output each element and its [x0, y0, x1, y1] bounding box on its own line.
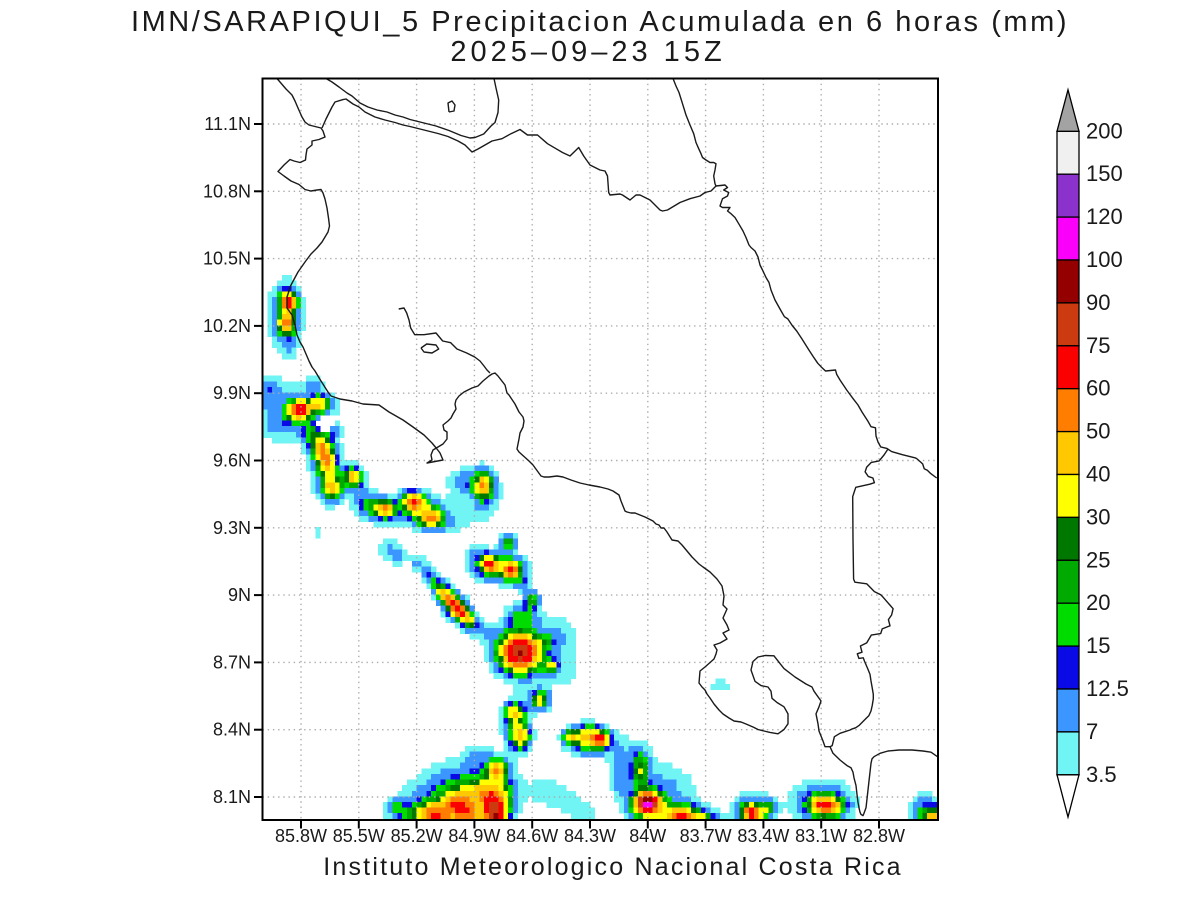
- svg-text:2025–09–23 15Z: 2025–09–23 15Z: [450, 36, 725, 68]
- svg-text:10.2N: 10.2N: [203, 316, 251, 336]
- svg-text:12.5: 12.5: [1086, 676, 1129, 701]
- svg-text:40: 40: [1086, 462, 1110, 487]
- svg-text:15: 15: [1086, 633, 1110, 658]
- svg-text:9.3N: 9.3N: [213, 518, 251, 538]
- svg-text:83.4W: 83.4W: [737, 826, 789, 846]
- svg-text:Instituto Meteorologico Nacion: Instituto Meteorologico Nacional Costa R…: [323, 853, 903, 881]
- svg-text:11.1N: 11.1N: [204, 114, 251, 134]
- svg-text:85.8W: 85.8W: [275, 826, 327, 846]
- svg-text:85.2W: 85.2W: [391, 826, 443, 846]
- svg-text:100: 100: [1086, 247, 1123, 272]
- svg-text:60: 60: [1086, 376, 1110, 401]
- svg-text:7: 7: [1086, 719, 1098, 744]
- svg-text:120: 120: [1086, 204, 1123, 229]
- svg-text:10.8N: 10.8N: [203, 181, 251, 201]
- svg-text:85.5W: 85.5W: [333, 826, 385, 846]
- svg-text:82.8W: 82.8W: [853, 826, 905, 846]
- svg-text:84.9W: 84.9W: [448, 826, 500, 846]
- svg-text:IMN/SARAPIQUI_5 Precipitacion: IMN/SARAPIQUI_5 Precipitacion Acumulada …: [131, 6, 1069, 38]
- svg-text:30: 30: [1086, 504, 1110, 529]
- svg-text:10.5N: 10.5N: [203, 249, 251, 269]
- svg-text:83.7W: 83.7W: [680, 826, 732, 846]
- svg-text:3.5: 3.5: [1086, 762, 1117, 787]
- svg-text:9N: 9N: [228, 585, 251, 605]
- svg-text:8.7N: 8.7N: [213, 652, 251, 672]
- svg-text:200: 200: [1086, 118, 1123, 143]
- svg-text:150: 150: [1086, 161, 1123, 186]
- svg-text:84.6W: 84.6W: [506, 826, 558, 846]
- svg-text:83.1W: 83.1W: [795, 826, 847, 846]
- svg-text:50: 50: [1086, 419, 1110, 444]
- svg-text:84.3W: 84.3W: [564, 826, 616, 846]
- svg-text:9.6N: 9.6N: [213, 451, 251, 471]
- svg-text:8.4N: 8.4N: [213, 720, 251, 740]
- svg-text:8.1N: 8.1N: [213, 787, 251, 807]
- svg-text:20: 20: [1086, 590, 1110, 615]
- svg-text:75: 75: [1086, 333, 1110, 358]
- svg-text:90: 90: [1086, 290, 1110, 315]
- svg-text:9.9N: 9.9N: [213, 383, 251, 403]
- svg-text:25: 25: [1086, 547, 1110, 572]
- svg-text:84W: 84W: [629, 826, 666, 846]
